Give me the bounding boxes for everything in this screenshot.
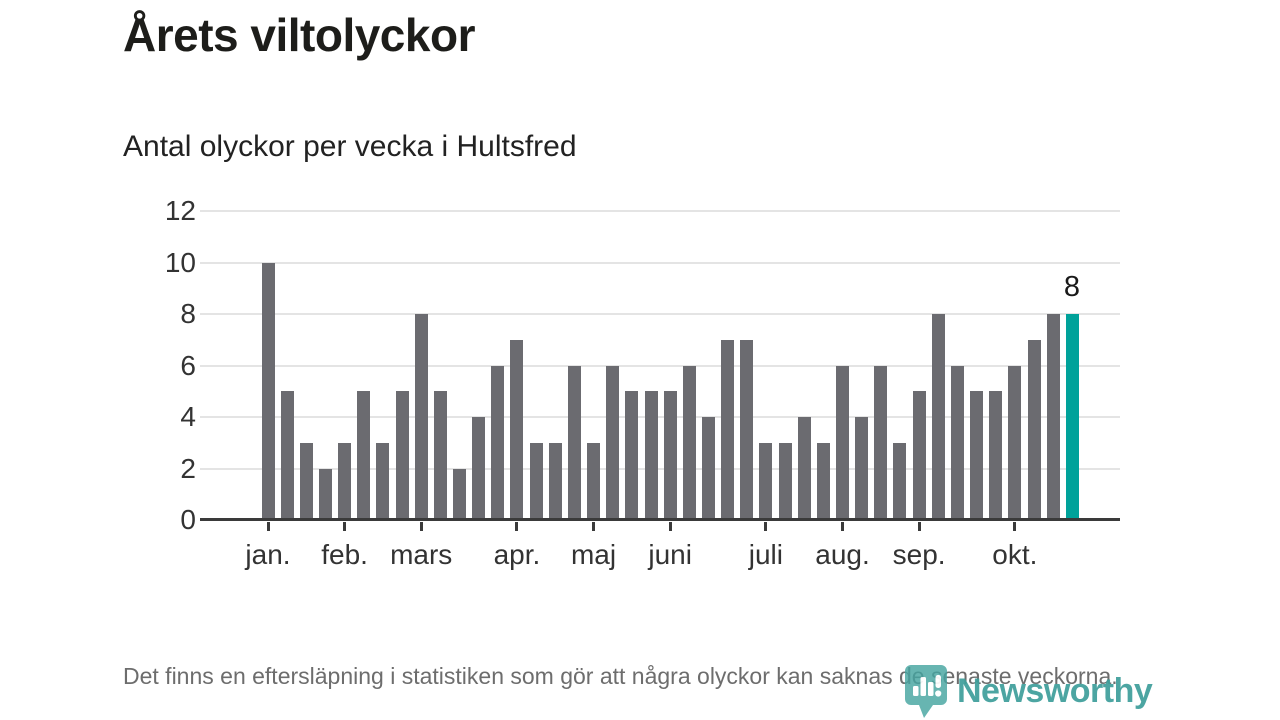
y-axis-labels: 0 2 4 6 8 10 12 [90, 195, 196, 535]
bar [433, 391, 447, 520]
bar [970, 391, 984, 520]
gridline [200, 416, 1120, 418]
bar [414, 314, 428, 520]
bar [778, 442, 792, 520]
bar [912, 391, 926, 520]
bar [299, 442, 313, 520]
x-tick-label: okt. [992, 539, 1038, 570]
x-tick-label: feb. [321, 539, 368, 570]
bar [338, 442, 352, 520]
x-tick [592, 522, 596, 531]
bar [472, 417, 486, 520]
y-tick-label: 10 [164, 246, 196, 278]
bar [797, 417, 811, 520]
y-tick-label: 6 [180, 349, 196, 381]
bar [280, 391, 294, 520]
bar [874, 365, 888, 520]
bar [644, 391, 658, 520]
x-tick [841, 522, 844, 531]
gridline [200, 210, 1120, 212]
x-tick [1013, 522, 1017, 531]
bar [567, 365, 581, 520]
y-tick-label: 0 [180, 504, 196, 535]
bar [1008, 365, 1022, 520]
x-tick [764, 522, 768, 531]
bar [606, 365, 620, 520]
y-tick-label: 2 [180, 452, 196, 484]
plot-area: jan. feb. mars apr. maj juni juli aug. sep. okt. [200, 210, 1120, 570]
chart-title: Årets viltolyckor [123, 9, 475, 61]
bar [836, 365, 849, 520]
bar [989, 391, 1003, 520]
bar [318, 468, 332, 520]
x-tick-label: jan. [245, 539, 291, 570]
bar [376, 442, 390, 520]
gridline [200, 467, 1120, 470]
x-tick-label: mars [390, 539, 453, 570]
bar [587, 442, 601, 520]
bar [701, 417, 715, 520]
y-tick-label: 8 [180, 298, 196, 329]
bar-value-annotation: 8 [1063, 271, 1081, 303]
bar [1027, 339, 1041, 520]
gridline [200, 313, 1120, 315]
newsworthy-logo-icon [905, 665, 947, 718]
x-tick [515, 522, 519, 531]
x-tick [266, 522, 270, 531]
x-tick [419, 522, 423, 531]
bar [510, 339, 524, 520]
x-tick-label: apr. [493, 539, 541, 570]
bar [740, 339, 754, 520]
bar [759, 442, 773, 520]
bar [855, 417, 869, 520]
bar [1046, 314, 1060, 520]
newsworthy-wordmark: Newsworthy [957, 671, 1153, 710]
y-tick-label: 4 [180, 401, 196, 432]
bar [816, 442, 830, 520]
x-tick [343, 522, 347, 531]
x-axis-line [200, 518, 1120, 521]
bar [529, 442, 543, 520]
x-tick-label: juni [648, 539, 692, 570]
bar [453, 468, 466, 520]
bar-highlight [1065, 314, 1079, 520]
bar [357, 391, 371, 520]
bar [682, 365, 696, 520]
x-tick-label: maj [570, 539, 617, 570]
bar [931, 314, 945, 520]
x-tick-label: aug. [815, 539, 870, 570]
x-tick-label: juli [748, 539, 783, 570]
x-tick-label: sep. [892, 539, 946, 570]
y-tick-label: 12 [164, 195, 196, 226]
bar [663, 391, 677, 520]
gridline [200, 261, 1120, 264]
x-tick [668, 522, 672, 531]
bar [261, 262, 275, 520]
bar [950, 365, 964, 520]
bar [491, 365, 505, 520]
bar [395, 391, 409, 520]
gridline [200, 364, 1120, 367]
footer-note: Det finns en eftersläpning i statistiken… [123, 663, 1118, 689]
chart-subtitle: Antal olyckor per vecka i Hultsfred [123, 130, 577, 163]
bar [548, 442, 562, 520]
x-tick [917, 522, 921, 531]
bar [721, 339, 735, 520]
bar [625, 391, 639, 520]
newsworthy-logo: Newsworthy [903, 663, 1153, 719]
bar [893, 442, 907, 520]
